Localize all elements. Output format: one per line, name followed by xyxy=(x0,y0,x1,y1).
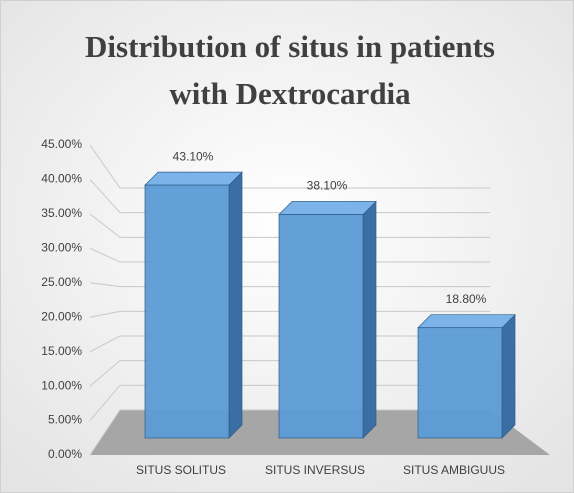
y-tick-label: 10.00% xyxy=(41,378,82,392)
bar-top xyxy=(417,314,516,329)
y-tick-label: 20.00% xyxy=(41,309,82,323)
data-label: 38.10% xyxy=(307,179,348,193)
bar-top xyxy=(144,171,243,186)
chart-title: Distribution of situs in patients with De… xyxy=(85,29,495,111)
bar xyxy=(417,327,503,439)
data-label: 18.80% xyxy=(446,292,487,306)
y-tick-label: 5.00% xyxy=(48,413,82,427)
data-label: 43.10% xyxy=(173,149,214,163)
x-tick-label: SITUS INVERSUS xyxy=(265,463,365,477)
y-tick-label: 0.00% xyxy=(48,447,82,461)
bar-side xyxy=(362,200,377,439)
y-tick-label: 15.00% xyxy=(41,344,82,358)
y-tick-label: 40.00% xyxy=(41,172,82,186)
bar xyxy=(278,214,364,439)
bar xyxy=(144,184,230,439)
grid-line xyxy=(89,144,490,189)
y-tick-label: 35.00% xyxy=(41,206,82,220)
bar-side xyxy=(228,171,243,439)
bar-top xyxy=(278,201,377,215)
y-tick-label: 30.00% xyxy=(41,241,82,255)
x-tick-label: SITUS AMBIGUUS xyxy=(403,463,505,477)
bar-side xyxy=(501,313,516,439)
x-tick-label: SITUS SOLITUS xyxy=(136,463,226,477)
y-tick-label: 45.00% xyxy=(41,137,82,151)
y-tick-label: 25.00% xyxy=(41,275,82,289)
